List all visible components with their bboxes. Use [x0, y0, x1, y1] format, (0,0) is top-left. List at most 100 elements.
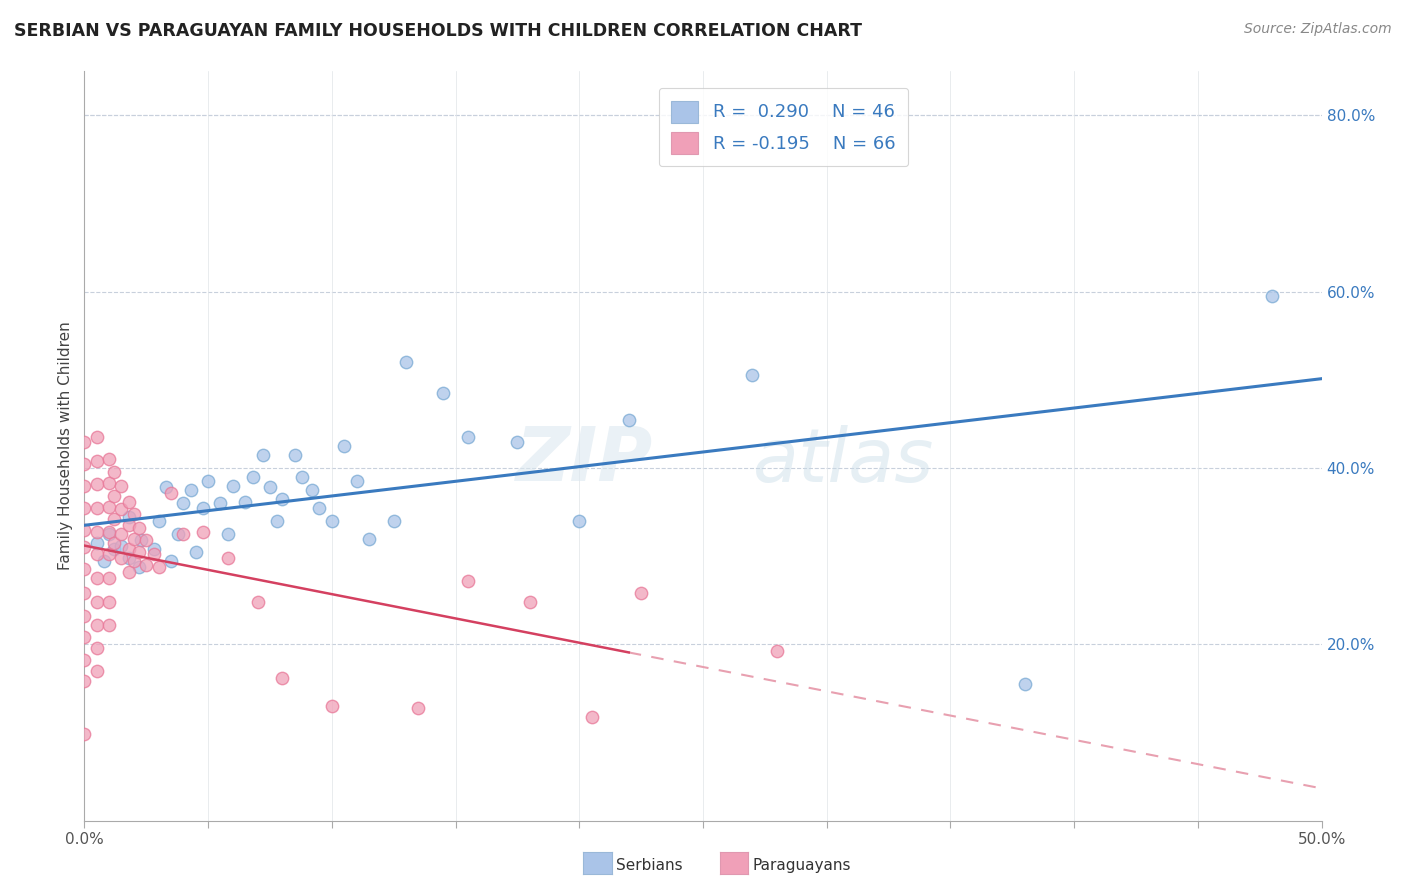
Point [741, 368, 763, 383]
Point [86, 524, 108, 539]
Point [122, 507, 145, 521]
Point [382, 514, 405, 528]
Point [110, 539, 132, 553]
Point [86, 595, 108, 609]
Point [73, 609, 96, 624]
Point [98, 476, 121, 491]
Point [98, 527, 121, 541]
Point [86, 618, 108, 632]
Point [333, 439, 356, 453]
Point [118, 509, 141, 524]
Point [242, 470, 264, 484]
Point [246, 595, 269, 609]
Point [118, 565, 141, 579]
Y-axis label: Family Households with Children: Family Households with Children [58, 322, 73, 570]
Point [98, 452, 121, 467]
Point [346, 475, 368, 489]
Point [103, 466, 125, 480]
Point [73, 541, 96, 555]
Point [86, 476, 108, 491]
Point [103, 542, 125, 557]
Point [233, 494, 256, 508]
Point [98, 500, 121, 514]
Point [457, 430, 479, 444]
Point [568, 514, 591, 528]
Point [1014, 677, 1036, 691]
Point [73, 630, 96, 644]
Point [129, 533, 152, 548]
Point [191, 500, 214, 515]
Point [110, 551, 132, 566]
Point [73, 500, 96, 515]
Text: Paraguayans: Paraguayans [752, 858, 851, 872]
Point [103, 489, 125, 503]
Point [148, 514, 170, 528]
Point [98, 548, 121, 562]
Point [98, 618, 121, 632]
Point [1261, 289, 1284, 303]
Point [118, 542, 141, 557]
Point [93, 553, 115, 567]
Point [118, 518, 141, 533]
Point [321, 514, 343, 528]
Point [766, 644, 789, 658]
Point [110, 502, 132, 516]
Text: SERBIAN VS PARAGUAYAN FAMILY HOUSEHOLDS WITH CHILDREN CORRELATION CHART: SERBIAN VS PARAGUAYAN FAMILY HOUSEHOLDS … [14, 22, 862, 40]
Point [408, 701, 430, 715]
Point [148, 559, 170, 574]
Point [180, 483, 202, 497]
Point [142, 548, 165, 562]
Point [103, 536, 125, 550]
Point [142, 542, 165, 557]
Point [184, 545, 207, 559]
Point [86, 430, 108, 444]
Point [209, 496, 232, 510]
Point [86, 571, 108, 585]
Point [98, 595, 121, 609]
Point [519, 595, 541, 609]
Point [122, 553, 145, 567]
Point [110, 527, 132, 541]
Point [73, 523, 96, 537]
Point [128, 521, 150, 535]
Point [217, 527, 239, 541]
Point [259, 480, 281, 494]
Point [222, 478, 245, 492]
Point [197, 475, 219, 489]
Point [581, 709, 603, 723]
Point [73, 562, 96, 576]
Point [617, 412, 640, 426]
Text: atlas: atlas [752, 425, 934, 497]
Point [291, 470, 314, 484]
Point [155, 480, 177, 494]
Point [86, 640, 108, 655]
Point [172, 527, 194, 541]
Point [308, 500, 330, 515]
Point [167, 527, 190, 541]
Point [266, 514, 288, 528]
Point [73, 478, 96, 492]
Point [135, 558, 157, 572]
Point [432, 386, 454, 401]
Point [506, 434, 529, 449]
Point [301, 483, 323, 497]
Point [110, 478, 132, 492]
Point [86, 664, 108, 678]
Point [98, 524, 121, 539]
Point [217, 551, 239, 566]
Point [118, 551, 141, 566]
Point [73, 653, 96, 667]
Point [86, 536, 108, 550]
Point [457, 574, 479, 588]
Point [73, 586, 96, 600]
Point [86, 454, 108, 468]
Point [252, 448, 274, 462]
Point [118, 494, 141, 508]
Point [73, 457, 96, 471]
Point [271, 671, 294, 685]
Point [271, 491, 294, 506]
Text: ZIP: ZIP [516, 425, 654, 498]
Legend: R =  0.290    N = 46, R = -0.195    N = 66: R = 0.290 N = 46, R = -0.195 N = 66 [658, 88, 908, 166]
Point [160, 485, 183, 500]
Point [630, 586, 652, 600]
